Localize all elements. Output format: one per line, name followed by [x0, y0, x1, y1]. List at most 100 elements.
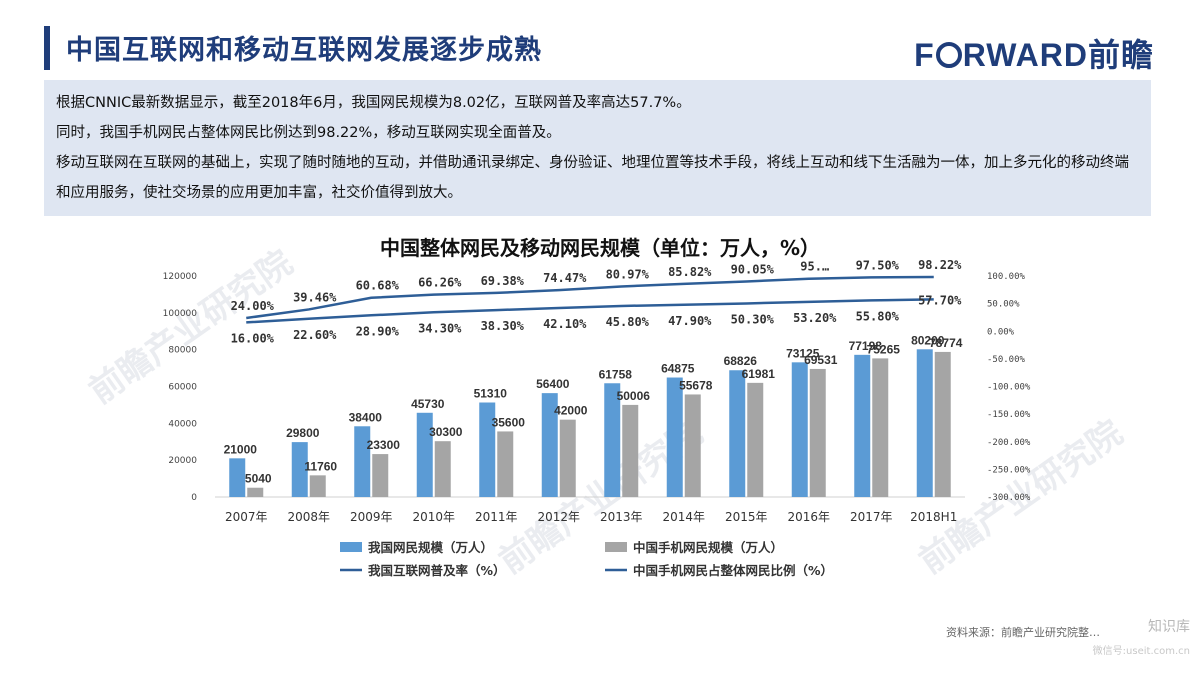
bar-mobile-netizens [559, 419, 576, 497]
bar-total-netizens [541, 393, 558, 497]
x-tick-label: 2013年 [600, 510, 643, 524]
x-tick-label: 2007年 [225, 510, 268, 524]
line-mobile-share [246, 275, 934, 320]
y-left-tick-label: 0 [191, 493, 197, 503]
bar-total-netizens [854, 354, 871, 497]
brand-prefix: F [914, 37, 935, 73]
line-penetration-label: 16.00% [231, 331, 275, 345]
bar-mobile-netizens [934, 351, 951, 497]
bar-mobile-label: 11760 [304, 459, 337, 473]
bar-total-label: 61758 [599, 367, 633, 381]
line-mobile-share-label: 90.05% [731, 262, 775, 276]
legend-label: 中国手机网民占整体网民比例（%） [633, 563, 833, 578]
y-right-tick-label: 100.00% [987, 272, 1026, 282]
bar-mobile-label: 42000 [554, 404, 588, 418]
bar-mobile-netizens [684, 394, 701, 497]
bar-mobile-netizens [747, 382, 764, 497]
y-right-tick-label: -200.00% [987, 438, 1031, 448]
y-right-tick-label: 50.00% [987, 300, 1020, 310]
corner-watermark: 知识库 [1148, 619, 1190, 635]
bar-total-netizens [791, 362, 808, 497]
bar-total-label: 68826 [724, 354, 758, 368]
legend-swatch [605, 542, 627, 552]
line-mobile-share-label: 97.50% [856, 258, 900, 272]
line-mobile-share-label: 60.68% [356, 279, 400, 293]
summary-line: 同时，我国手机网民占整体网民比例达到98.22%，移动互联网实现全面普及。 [56, 125, 561, 141]
summary-line: 移动互联网在互联网的基础上，实现了随时随地的互动，并借助通讯录绑定、身份验证、地… [56, 155, 1129, 201]
y-left-tick-label: 120000 [163, 272, 198, 282]
bar-total-netizens [666, 377, 683, 497]
line-mobile-share-label: 66.26% [418, 276, 462, 290]
bar-mobile-label: 78774 [929, 336, 963, 350]
x-tick-label: 2018H1 [910, 510, 957, 524]
y-right-tick-label: -150.00% [987, 410, 1031, 420]
bar-mobile-netizens [434, 441, 451, 497]
bar-mobile-label: 75265 [867, 342, 901, 356]
bar-mobile-netizens [247, 487, 264, 497]
brand-suffix: RWARD前瞻 [962, 37, 1154, 73]
bar-mobile-label: 35600 [492, 415, 526, 429]
x-tick-label: 2012年 [537, 510, 580, 524]
bar-mobile-netizens [809, 368, 826, 497]
line-penetration-label: 34.30% [418, 321, 462, 335]
x-tick-label: 2016年 [787, 510, 830, 524]
bar-total-label: 77198 [849, 339, 883, 353]
y-left-tick-label: 40000 [168, 419, 197, 429]
bar-mobile-label: 55678 [679, 378, 713, 392]
title-accent-bar [44, 26, 50, 70]
line-mobile-share-label: 98.22% [918, 258, 962, 272]
bar-total-label: 73125 [786, 346, 820, 360]
x-tick-label: 2008年 [287, 510, 330, 524]
bar-total-label: 29800 [286, 426, 320, 440]
x-tick-label: 2014年 [662, 510, 705, 524]
legend-swatch [340, 542, 362, 552]
x-tick-label: 2011年 [475, 510, 518, 524]
bar-mobile-label: 30300 [429, 425, 463, 439]
y-right-tick-label: -250.00% [987, 465, 1031, 475]
legend-label: 我国网民规模（万人） [368, 540, 493, 555]
bar-total-label: 38400 [349, 410, 383, 424]
bar-mobile-netizens [309, 475, 326, 497]
y-right-tick-label: -50.00% [987, 355, 1026, 365]
page-title: 中国互联网和移动互联网发展逐步成熟 [66, 35, 542, 66]
brand-o-icon [935, 42, 962, 68]
bar-total-netizens [291, 442, 308, 497]
bar-mobile-label: 5040 [245, 472, 272, 486]
bar-mobile-label: 50006 [617, 389, 651, 403]
line-mobile-share-label: 24.00% [231, 299, 275, 313]
line-mobile-share-label: 74.47% [543, 271, 587, 285]
summary-line: 根据CNNIC最新数据显示，截至2018年6月，我国网民规模为8.02亿，互联网… [56, 95, 691, 111]
bar-total-label: 45730 [411, 397, 445, 411]
x-tick-label: 2009年 [350, 510, 393, 524]
line-penetration-label: 28.90% [356, 324, 400, 338]
summary-box: 根据CNNIC最新数据显示，截至2018年6月，我国网民规模为8.02亿，互联网… [44, 80, 1151, 216]
y-left-tick-label: 20000 [168, 456, 197, 466]
line-mobile-share-label: 85.82% [668, 265, 712, 279]
bar-mobile-label: 69531 [804, 353, 838, 367]
line-mobile-share-label: 69.38% [481, 274, 525, 288]
x-tick-label: 2015年 [725, 510, 768, 524]
line-penetration-label: 50.30% [731, 312, 775, 326]
bar-mobile-label: 61981 [742, 367, 776, 381]
bar-mobile-label: 23300 [367, 438, 401, 452]
bar-total-netizens [604, 383, 621, 497]
bar-total-label: 64875 [661, 362, 695, 376]
brand-logo: F RWARD前瞻 [914, 30, 1154, 76]
bar-total-netizens [416, 412, 433, 497]
bar-total-netizens [479, 402, 496, 497]
bar-total-label: 51310 [474, 387, 508, 401]
corner-watermark-sub: 微信号:useit.com.cn [1092, 646, 1190, 657]
bar-total-label: 80200 [911, 333, 945, 347]
line-mobile-share-label: 39.46% [293, 290, 337, 304]
bar-mobile-netizens [872, 358, 889, 497]
line-penetration-label: 57.70% [918, 293, 962, 307]
line-mobile-share-label: 80.97% [606, 268, 650, 282]
x-tick-label: 2010年 [412, 510, 455, 524]
bar-mobile-netizens [497, 431, 514, 497]
line-penetration-label: 45.80% [606, 315, 650, 329]
line-penetration-label: 22.60% [293, 328, 337, 342]
line-penetration-label: 55.80% [856, 309, 900, 323]
x-tick-label: 2017年 [850, 510, 893, 524]
source-note: 资料来源：前瞻产业研究院整… [946, 626, 1100, 639]
